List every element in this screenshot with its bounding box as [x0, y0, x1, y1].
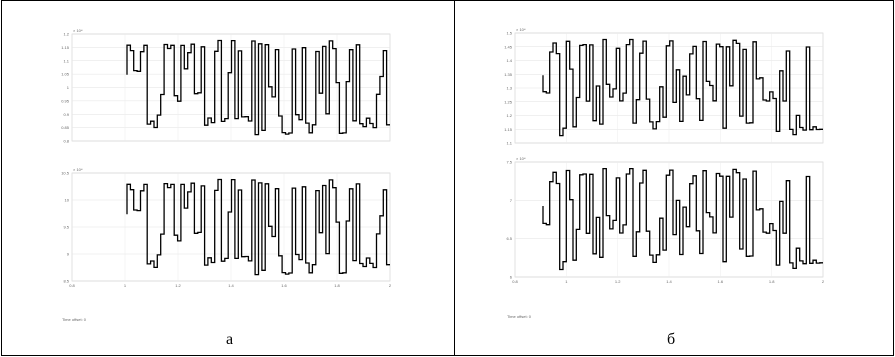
y-tick-label: 0.8: [63, 139, 69, 144]
x-tick-label: 1.2: [175, 283, 181, 288]
y-tick-label: 0.9: [63, 112, 69, 117]
y-tick-label: 1.5: [506, 31, 512, 36]
signal-trace: [126, 39, 390, 136]
signal-trace: [542, 167, 823, 271]
x-tick-label: 2: [389, 283, 392, 288]
x-tick-label: 0.8: [69, 283, 75, 288]
panel-a: 1.2 1.15 1.1 1.05 1 0.95 0.9 0.85 0.8 × 10⁴ 10.5 10…: [1, 0, 455, 356]
y-tick-label: 9: [67, 252, 70, 257]
plot-b-2: 7.5 7 6.5 60.8 1 1.2 1.4 1.6 1.8 2 × 10⁴: [506, 156, 824, 284]
x-tick-label: 1: [124, 283, 127, 288]
y-tick-label: 8.5: [63, 279, 69, 284]
plot-a-2: 10.5 10 9.5 9 8.50.8 1 1.2 1.4 1.6 1.8 2 × 10⁴: [61, 167, 392, 288]
signal-trace: [126, 178, 390, 276]
y-tick-label: 0.85: [61, 125, 70, 130]
x-tick-label: 0.8: [512, 279, 518, 284]
y-tick-label: 1.3: [506, 86, 512, 91]
y-tick-label: 9.5: [63, 225, 69, 230]
y-tick-label: 6.5: [506, 236, 512, 241]
panel-label-b: б: [667, 331, 676, 348]
x-tick-label: 1.4: [228, 283, 234, 288]
y-tick-label: 7: [510, 198, 513, 203]
y-tick-label: 6: [510, 275, 513, 280]
y-tick-label: 1.2: [506, 113, 512, 118]
x-axis-caption: Time offset: 0: [62, 317, 87, 322]
panel-b: 1.5 1.45 1.4 1.35 1.3 1.25 1.2 1.15 1.1 × 10⁴ 7.5 7…: [455, 0, 894, 356]
y-exponent-label: × 10⁴: [73, 167, 83, 172]
y-tick-label: 1.35: [504, 72, 513, 77]
y-tick-label: 1.1: [63, 58, 69, 63]
plot-b-1: 1.5 1.45 1.4 1.35 1.3 1.25 1.2 1.15 1.1 × 10⁴: [504, 27, 824, 146]
y-tick-label: 10.5: [61, 171, 70, 176]
y-tick-label: 10: [65, 198, 70, 203]
x-tick-label: 1.8: [334, 283, 340, 288]
y-tick-label: 0.95: [61, 98, 70, 103]
x-axis-caption: Time offset: 0: [507, 314, 532, 319]
y-tick-label: 1.1: [506, 141, 512, 146]
y-exponent-label: × 10⁴: [73, 28, 83, 33]
y-exponent-label: × 10⁴: [516, 27, 526, 32]
x-tick-label: 1: [565, 279, 568, 284]
y-tick-label: 1.15: [504, 127, 513, 132]
x-tick-label: 1.6: [281, 283, 287, 288]
x-tick-label: 1.4: [666, 279, 672, 284]
y-tick-label: 1.25: [504, 99, 513, 104]
panel-label-a: а: [226, 331, 234, 348]
y-exponent-label: × 10⁴: [516, 156, 526, 161]
panel-b-plots: 1.51.451.41.351.31.251.21.151.1× 10⁴7.57…: [504, 27, 825, 319]
plot-a-1: 1.2 1.15 1.1 1.05 1 0.95 0.9 0.85 0.8 × 10⁴: [61, 28, 391, 144]
y-tick-label: 1.15: [61, 45, 70, 50]
y-tick-label: 1.2: [63, 32, 69, 37]
y-tick-label: 1.05: [61, 72, 70, 77]
x-tick-label: 2: [822, 279, 825, 284]
signal-trace: [542, 38, 823, 137]
x-tick-label: 1.2: [615, 279, 621, 284]
x-tick-label: 1.8: [769, 279, 775, 284]
y-tick-label: 1: [67, 85, 70, 90]
x-tick-label: 1.6: [718, 279, 724, 284]
y-tick-label: 7.5: [506, 160, 512, 165]
y-tick-label: 1.45: [504, 44, 513, 49]
y-tick-label: 1.4: [506, 58, 512, 63]
